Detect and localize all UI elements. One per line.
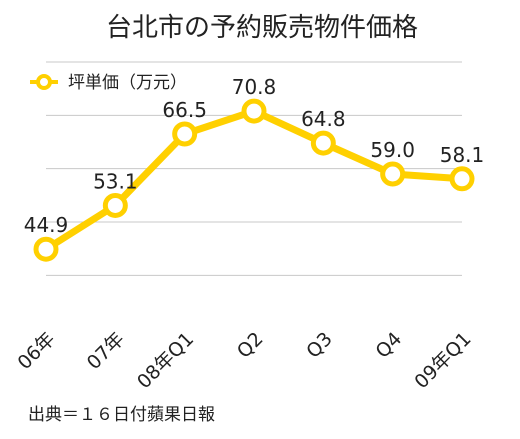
data-points (33, 98, 475, 262)
x-tick-label: Q2 (233, 328, 268, 363)
x-tick-label: 08年Q1 (133, 328, 198, 393)
x-tick-label: Q3 (302, 328, 337, 363)
data-point (33, 236, 59, 262)
data-label: 66.5 (162, 98, 207, 122)
x-tick-label: 07年 (83, 328, 129, 374)
x-tick-label: Q4 (372, 328, 407, 363)
chart-title: 台北市の予約販売物件価格 (106, 13, 418, 43)
x-axis-tick-labels: 06年 07年 08年Q1 Q2 Q3 Q4 09年Q1 (13, 328, 475, 393)
legend-label: 坪単価（万元） (68, 73, 187, 93)
data-point (380, 161, 406, 187)
legend-marker (36, 74, 52, 90)
data-point (310, 130, 336, 156)
data-point (449, 166, 475, 192)
data-label: 59.0 (370, 138, 415, 162)
data-label: 44.9 (24, 213, 69, 237)
data-labels: 44.9 53.1 66.5 70.8 64.8 59.0 58.1 (24, 75, 485, 237)
data-label: 64.8 (301, 107, 346, 131)
x-tick-label: 06年 (13, 328, 59, 374)
data-point (241, 98, 267, 124)
x-tick-label: 09年Q1 (410, 328, 475, 393)
data-point (102, 192, 128, 218)
legend: 坪単価（万元） (30, 73, 187, 93)
data-label: 53.1 (93, 169, 138, 193)
data-point (172, 121, 198, 147)
data-label: 58.1 (440, 143, 485, 167)
source-note: 出典＝１６日付蘋果日報 (28, 405, 215, 425)
gridlines (46, 61, 462, 276)
data-label: 70.8 (232, 75, 277, 99)
